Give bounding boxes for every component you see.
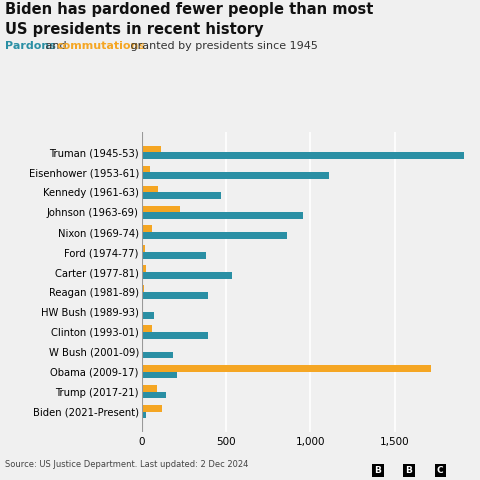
Text: Pardons: Pardons bbox=[5, 41, 56, 51]
Bar bbox=[142, 412, 146, 419]
Bar bbox=[142, 352, 173, 359]
Bar bbox=[142, 152, 464, 159]
Bar bbox=[142, 145, 161, 152]
Bar bbox=[142, 365, 431, 372]
Bar bbox=[142, 292, 208, 299]
Bar bbox=[142, 205, 180, 212]
Text: granted by presidents since 1945: granted by presidents since 1945 bbox=[127, 41, 318, 51]
Text: Source: US Justice Department. Last updated: 2 Dec 2024: Source: US Justice Department. Last upda… bbox=[5, 460, 248, 469]
Bar bbox=[142, 405, 162, 412]
Bar bbox=[142, 245, 145, 252]
Bar bbox=[142, 392, 166, 398]
Bar bbox=[142, 372, 177, 378]
Bar bbox=[142, 286, 144, 292]
Bar bbox=[142, 385, 157, 392]
Text: and: and bbox=[42, 41, 71, 51]
Bar bbox=[142, 272, 232, 278]
Bar bbox=[142, 332, 208, 338]
Bar bbox=[142, 166, 150, 172]
Bar bbox=[142, 252, 206, 259]
Text: B: B bbox=[406, 466, 412, 475]
Bar bbox=[142, 265, 146, 272]
Bar bbox=[142, 345, 144, 352]
Text: C: C bbox=[437, 466, 444, 475]
Bar bbox=[142, 312, 154, 319]
Bar bbox=[142, 192, 221, 199]
Bar bbox=[142, 212, 303, 219]
Bar bbox=[142, 226, 152, 232]
Text: US presidents in recent history: US presidents in recent history bbox=[5, 22, 264, 36]
Text: Biden has pardoned fewer people than most: Biden has pardoned fewer people than mos… bbox=[5, 2, 373, 17]
Bar bbox=[142, 172, 329, 179]
Bar bbox=[142, 325, 152, 332]
Bar bbox=[142, 232, 287, 239]
Bar bbox=[142, 186, 158, 192]
Text: commutations: commutations bbox=[57, 41, 145, 51]
Text: B: B bbox=[374, 466, 381, 475]
